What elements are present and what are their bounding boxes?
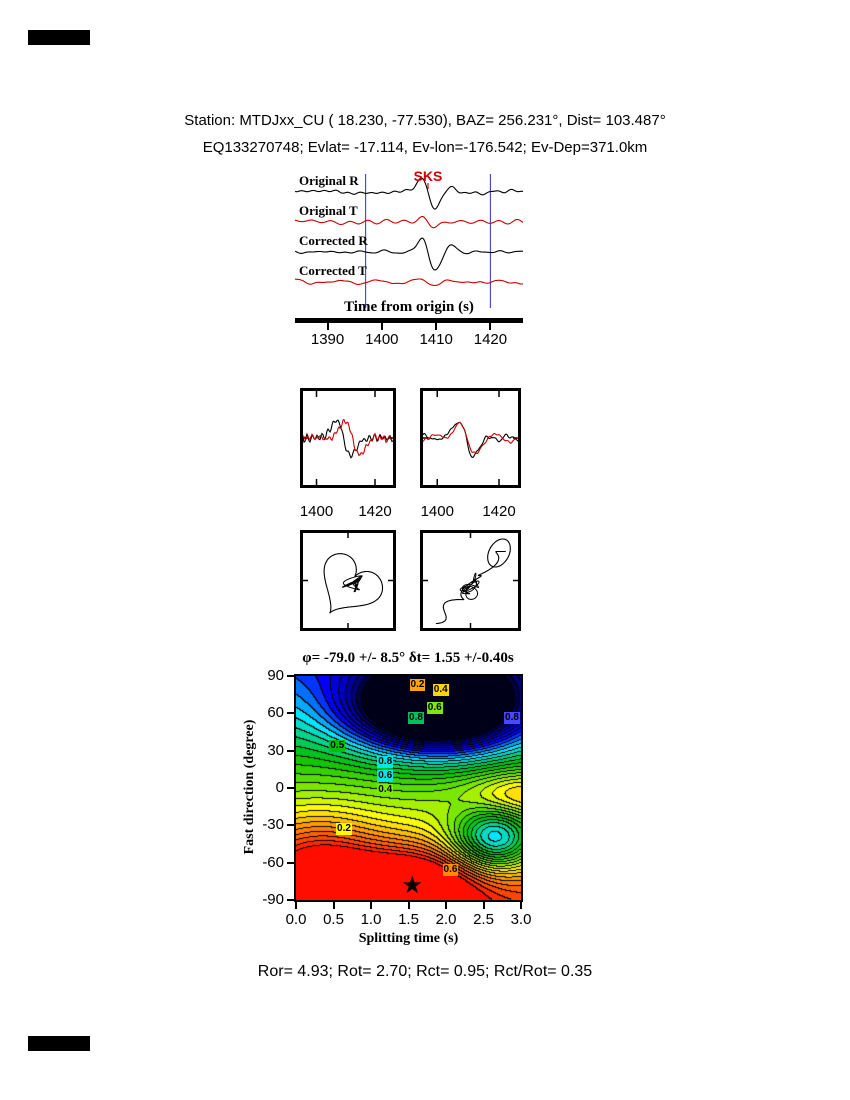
zoom-tick-label: 1400 bbox=[299, 503, 334, 520]
x-tick-label: 0.5 bbox=[323, 911, 344, 928]
trace-corrected-t bbox=[295, 278, 524, 286]
x-tick-label: 1.5 bbox=[398, 911, 419, 928]
y-tick bbox=[287, 712, 294, 715]
gmt-timestamp-bottom bbox=[28, 1036, 90, 1051]
x-tick bbox=[407, 902, 410, 909]
contour-label: 0.4 bbox=[377, 784, 394, 797]
time-axis-line bbox=[295, 318, 523, 323]
zoom-trace-t bbox=[422, 422, 519, 455]
contour-label: 0.4 bbox=[432, 683, 449, 696]
x-tick bbox=[332, 902, 335, 909]
x-tick bbox=[520, 902, 522, 909]
result-title: φ= -79.0 +/- 8.5° δt= 1.55 +/-0.40s bbox=[302, 650, 514, 666]
y-tick bbox=[287, 749, 294, 752]
contour-label: 0.2 bbox=[336, 823, 352, 836]
time-axis-tick-label: 1410 bbox=[419, 331, 453, 348]
particle-motion-uncorrected-svg bbox=[303, 533, 393, 628]
particle-motion-end-loop bbox=[487, 538, 511, 568]
fast-direction-axis-label: Fast direction (degree) bbox=[242, 719, 257, 855]
particle-motion-uncorrected bbox=[300, 530, 396, 631]
contour-label: 0.8 bbox=[504, 712, 520, 725]
zoom-panel-corrected bbox=[420, 388, 521, 488]
gmt-timestamp-top bbox=[28, 30, 90, 45]
particle-motion-corrected-svg bbox=[423, 533, 518, 628]
footer-stats: Ror= 4.93; Rot= 2.70; Rct= 0.95; Rct/Rot… bbox=[257, 963, 593, 980]
contour-label: 0.8 bbox=[377, 755, 394, 768]
time-axis-tick bbox=[489, 323, 492, 330]
splitting-time-axis-label: Splitting time (s) bbox=[358, 931, 459, 946]
x-tick-label: 3.0 bbox=[510, 911, 532, 928]
x-tick bbox=[445, 902, 447, 909]
contour-label: 0.5 bbox=[329, 739, 346, 752]
time-axis-tick-label: 1390 bbox=[310, 331, 345, 348]
contour-label: 0.6 bbox=[426, 702, 443, 715]
y-tick-label: -60 bbox=[262, 853, 284, 871]
x-tick-label: 2.5 bbox=[473, 911, 494, 928]
zoom-tick-label: 1420 bbox=[482, 503, 516, 520]
y-tick bbox=[287, 787, 294, 789]
particle-motion-curve bbox=[342, 580, 359, 593]
zoom-trace-r bbox=[302, 419, 394, 459]
station-header: Station: MTDJxx_CU ( 18.230, -77.530), B… bbox=[184, 112, 666, 129]
particle-motion-loop bbox=[323, 553, 384, 614]
particle-motion-corrected bbox=[420, 530, 521, 631]
y-tick bbox=[287, 899, 294, 901]
y-tick bbox=[287, 861, 294, 864]
zoom-trace-t bbox=[302, 418, 394, 457]
y-tick-label: 30 bbox=[267, 741, 284, 759]
y-tick bbox=[287, 675, 294, 677]
x-tick-label: 0.0 bbox=[285, 911, 307, 928]
y-tick-label: 60 bbox=[267, 704, 284, 722]
waveform-traces-svg: Original R Original T Corrected R Corrected… bbox=[294, 168, 524, 308]
trace-original-t bbox=[294, 216, 524, 229]
y-tick bbox=[287, 824, 294, 827]
trace-label: Original T bbox=[299, 203, 358, 218]
zoom-panel-uncorrected bbox=[300, 388, 396, 488]
particle-motion-curve bbox=[461, 572, 479, 593]
zoom-trace-r bbox=[422, 421, 519, 459]
contour-label: 0.8 bbox=[408, 712, 424, 725]
zoom-corrected-svg bbox=[422, 391, 519, 485]
zoom-tick-label: 1400 bbox=[420, 503, 454, 520]
time-axis-tick bbox=[435, 323, 438, 330]
trace-label: Corrected T bbox=[299, 263, 367, 278]
x-tick-label: 2.0 bbox=[435, 911, 457, 928]
contour-label: 0.6 bbox=[442, 864, 459, 877]
best-fit-star: ★ bbox=[401, 871, 424, 900]
zoom-uncorrected-svg bbox=[302, 391, 394, 485]
time-axis-tick bbox=[380, 323, 383, 330]
y-tick-label: 90 bbox=[267, 667, 284, 684]
x-tick bbox=[482, 902, 485, 909]
trace-original-r bbox=[294, 177, 523, 210]
particle-motion-curve bbox=[459, 580, 480, 600]
time-axis-label: Time from origin (s) bbox=[344, 299, 474, 315]
x-tick bbox=[370, 902, 372, 909]
time-axis-tick-label: 1420 bbox=[473, 331, 508, 348]
contour-label: 0.2 bbox=[409, 678, 426, 691]
particle-motion-diagonal bbox=[435, 550, 506, 625]
x-tick bbox=[295, 902, 297, 909]
trace-corrected-r bbox=[294, 237, 524, 271]
error-surface-map bbox=[294, 674, 523, 902]
zoom-tick-label: 1420 bbox=[358, 503, 392, 520]
time-axis-tick bbox=[326, 323, 329, 330]
x-tick-label: 1.0 bbox=[360, 911, 382, 928]
contour-label: 0.6 bbox=[377, 769, 394, 782]
y-tick-label: 0 bbox=[275, 779, 284, 796]
trace-label: Original R bbox=[299, 173, 359, 188]
time-axis-tick-label: 1400 bbox=[365, 331, 399, 348]
y-tick-label: -30 bbox=[262, 816, 284, 834]
y-tick-label: -90 bbox=[262, 891, 284, 908]
trace-label: Corrected R bbox=[299, 233, 368, 248]
phase-label-sks: SKS bbox=[414, 168, 443, 184]
event-header: EQ133270748; Evlat= -17.114, Ev-lon=-176… bbox=[202, 139, 648, 156]
waveform-panel: Original R Original T Corrected R Corrected… bbox=[294, 168, 524, 318]
